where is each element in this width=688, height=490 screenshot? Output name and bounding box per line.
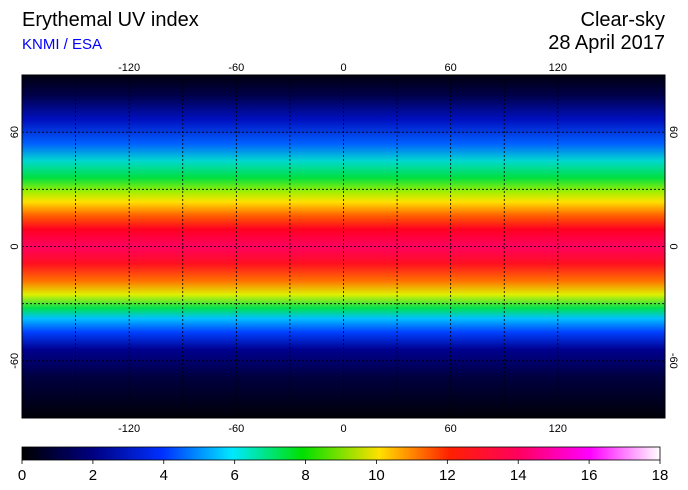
lon-label-bottom: -60 xyxy=(228,423,244,435)
colorbar-label: 18 xyxy=(652,467,669,484)
title: Erythemal UV index xyxy=(22,9,199,31)
colorbar-label: 2 xyxy=(89,467,97,484)
date: 28 April 2017 xyxy=(548,32,665,54)
lon-label-top: 0 xyxy=(340,62,346,74)
colorbar-label: 8 xyxy=(301,467,309,484)
colorbar-label: 16 xyxy=(581,467,598,484)
lat-label-right: 0 xyxy=(667,243,679,249)
source: KNMI / ESA xyxy=(22,36,102,53)
lon-label-top: 60 xyxy=(445,62,457,74)
lon-label-top: -120 xyxy=(118,62,140,74)
lat-label-right: 60 xyxy=(667,126,679,138)
lon-label-bottom: -120 xyxy=(118,423,140,435)
colorbar-label: 6 xyxy=(230,467,238,484)
colorbar xyxy=(21,446,661,461)
map-frame xyxy=(21,74,666,419)
colorbar-label: 12 xyxy=(439,467,456,484)
condition: Clear-sky xyxy=(581,9,665,31)
lon-label-top: 120 xyxy=(549,62,567,74)
colorbar-label: 10 xyxy=(368,467,385,484)
lat-label-right: -60 xyxy=(667,353,679,369)
lon-label-top: -60 xyxy=(228,62,244,74)
lat-label-left: 0 xyxy=(9,243,21,249)
lon-label-bottom: 0 xyxy=(340,423,346,435)
lon-label-bottom: 120 xyxy=(549,423,567,435)
lat-label-left: -60 xyxy=(9,353,21,369)
colorbar-label: 0 xyxy=(18,467,26,484)
colorbar-label: 14 xyxy=(510,467,527,484)
lat-label-left: 60 xyxy=(9,126,21,138)
colorbar-label: 4 xyxy=(160,467,168,484)
axes: -120 -120 -60 -60 0 0 60 60 120 120 60 60 0 0 -60 -60 0 2… xyxy=(9,62,679,484)
lon-label-bottom: 60 xyxy=(445,423,457,435)
